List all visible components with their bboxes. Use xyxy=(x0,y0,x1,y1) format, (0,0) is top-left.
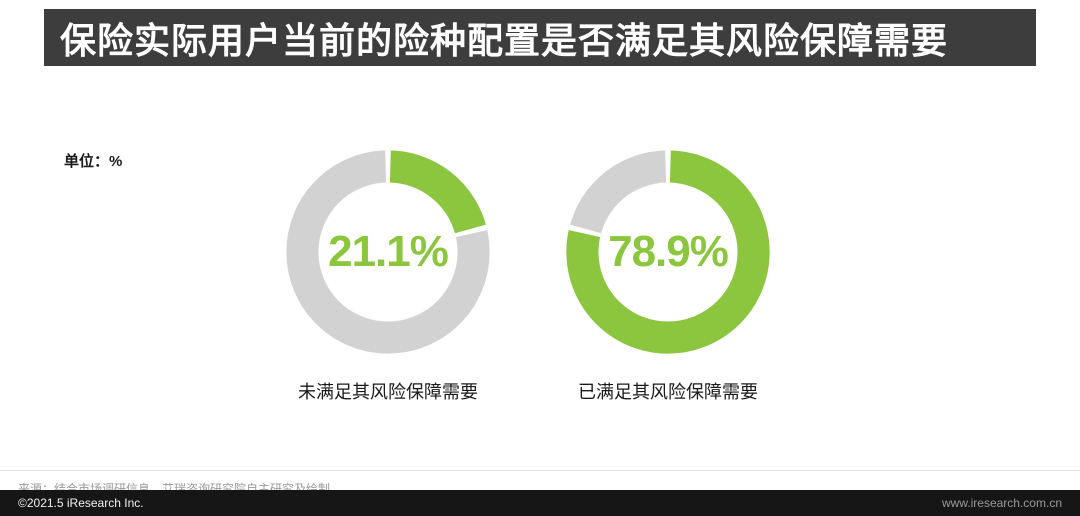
unit-label: 单位：% xyxy=(64,153,123,170)
donut-value-satisfied: 78.9% xyxy=(608,227,729,276)
donut-chart-unsatisfied: 21.1% xyxy=(281,145,495,359)
title-bar: 保险实际用户当前的险种配置是否满足其风险保障需要 xyxy=(44,9,1036,66)
divider xyxy=(0,470,1080,471)
donut-chart-satisfied: 78.9% xyxy=(561,145,775,359)
donut-label-satisfied: 已满足其风险保障需要 xyxy=(578,382,758,402)
website-link: www.iresearch.com.cn xyxy=(941,496,1062,510)
donut-label-unsatisfied: 未满足其风险保障需要 xyxy=(298,382,478,402)
page-title: 保险实际用户当前的险种配置是否满足其风险保障需要 xyxy=(60,19,949,61)
footer-bar: ©2021.5 iResearch Inc. www.iresearch.com… xyxy=(0,490,1080,516)
donut-value-unsatisfied: 21.1% xyxy=(328,227,449,276)
copyright-text: ©2021.5 iResearch Inc. xyxy=(18,496,144,510)
